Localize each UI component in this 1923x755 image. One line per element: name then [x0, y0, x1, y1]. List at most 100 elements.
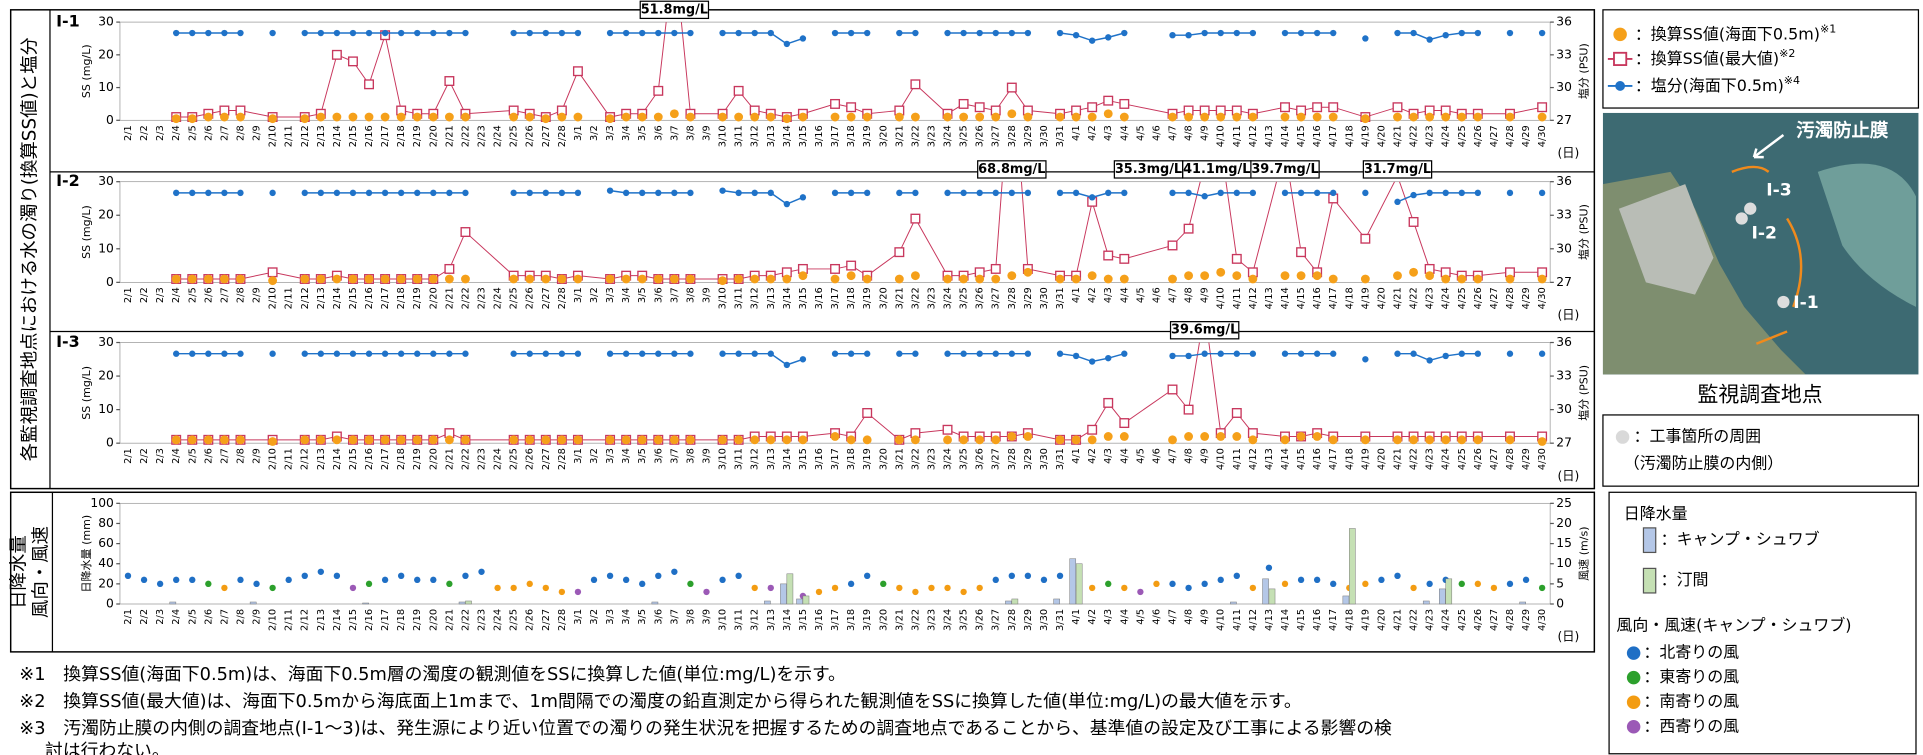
x-tick-label: 4/30 — [1537, 287, 1548, 309]
salinity-point — [333, 29, 341, 37]
footnote: ※3 汚濁防止膜の内側の調査地点(Ⅰ-1～3)は、発生源により近い位置での濁りの… — [19, 718, 1392, 739]
main-y-title: 各監視調査地点における水の濁り(換算SS値)と塩分 — [19, 37, 40, 461]
x-tick-label: 4/6 — [1151, 125, 1162, 141]
x-tick-label: 4/29 — [1521, 287, 1532, 309]
ss-point — [219, 435, 229, 445]
salinity-point — [381, 189, 389, 197]
wind-point — [510, 584, 517, 592]
salinity-point — [1088, 194, 1096, 201]
x-tick-label: 4/5 — [1135, 287, 1146, 303]
salinity-point — [751, 350, 758, 357]
ss-point — [718, 435, 727, 445]
wind-point — [1410, 584, 1417, 592]
salinity-point — [1072, 189, 1080, 197]
salinity-point — [912, 189, 919, 197]
ss-max-marker — [1087, 424, 1098, 435]
x-tick-label: 4/29 — [1521, 448, 1532, 470]
ss-point — [348, 435, 358, 445]
salinity-point — [864, 350, 871, 357]
x-tick-label: 2/24 — [493, 609, 504, 631]
x-tick-label: 2/25 — [509, 448, 520, 470]
x-tick-label: 3/8 — [685, 287, 696, 303]
salinity-point — [831, 189, 839, 197]
x-tick-label: 3/20 — [878, 448, 889, 470]
ss-point — [1200, 432, 1210, 441]
rain-bar — [249, 601, 257, 605]
ss-point — [1457, 274, 1467, 284]
ss-max-marker — [331, 49, 342, 60]
ss-point — [541, 435, 551, 445]
ss-max-marker — [910, 213, 921, 224]
plot-frame — [119, 342, 1551, 444]
x-tick-label: 2/15 — [348, 448, 359, 470]
ss-point — [1457, 112, 1467, 122]
salinity-point — [719, 187, 726, 194]
ss-max-marker — [1360, 233, 1371, 244]
wind-point — [574, 588, 582, 596]
x-tick-label: 2/2 — [139, 287, 150, 303]
y2-axis-title: 塩分 (PSU) — [1577, 43, 1591, 99]
x-tick-label: 3/29 — [1023, 609, 1034, 631]
x-tick-label: 4/25 — [1457, 287, 1468, 309]
ss-point — [1103, 109, 1113, 119]
ss-point — [637, 274, 647, 284]
wind-point — [1458, 580, 1465, 588]
salinity-point — [333, 350, 341, 357]
ss-point — [1312, 432, 1322, 441]
salinity-point — [639, 189, 646, 197]
x-tick-label: 3/3 — [605, 125, 616, 141]
salinity-point — [574, 350, 582, 357]
salinity-point — [1088, 37, 1096, 44]
y-tick-label: 30 — [98, 15, 114, 29]
salinity-point — [1249, 29, 1257, 37]
x-tick-label: 2/10 — [268, 609, 279, 631]
salinity-point — [1362, 356, 1369, 363]
y-tick-label: 40 — [98, 556, 114, 570]
salinity-point — [317, 350, 325, 357]
x-tick-label: 3/15 — [798, 287, 809, 309]
x-tick-label: 2/22 — [460, 448, 471, 470]
salinity-point — [671, 29, 678, 37]
x-tick-label: 3/25 — [959, 448, 970, 470]
salinity-point — [1506, 350, 1514, 357]
x-tick-label: 3/18 — [846, 125, 857, 147]
x-tick-label: 3/9 — [701, 287, 712, 303]
plot-area — [171, 342, 1548, 446]
ss-point — [428, 435, 438, 445]
salinity-line — [722, 189, 804, 205]
wind-point — [1024, 572, 1032, 580]
ss-point — [461, 112, 470, 122]
ss-point — [557, 112, 567, 122]
salinity-point — [221, 29, 228, 37]
ss-point — [1007, 271, 1017, 281]
x-tick-label: 4/8 — [1184, 609, 1195, 625]
x-tick-label: 3/8 — [685, 125, 696, 141]
y-tick-label: 20 — [98, 369, 114, 383]
ss-point — [1425, 435, 1435, 445]
ss-point — [300, 274, 310, 284]
ss-point — [1360, 435, 1370, 445]
x-tick-label: 3/20 — [878, 287, 889, 309]
x-tick-label: 2/7 — [219, 287, 230, 303]
ss-max-marker — [1119, 418, 1130, 429]
x-tick-label: 3/22 — [910, 287, 921, 309]
ss-point — [219, 112, 229, 122]
salinity-point — [735, 189, 742, 197]
map-reef — [1817, 163, 1916, 307]
salinity-point — [799, 194, 807, 201]
x-tick-label: 3/14 — [782, 287, 793, 309]
salinity-point — [558, 29, 566, 37]
salinity-point — [269, 29, 276, 37]
key-box — [1602, 414, 1920, 487]
key-text: ：工事箇所の周囲 — [1634, 427, 1762, 446]
x-tick-label: 2/23 — [477, 287, 488, 309]
salinity-point — [751, 29, 758, 37]
salinity-point — [622, 29, 630, 37]
salinity-point — [1410, 191, 1417, 199]
wind-point — [189, 576, 196, 584]
panel-label: Ⅰ-1 — [56, 12, 80, 31]
salinity-point — [237, 189, 244, 197]
ss-point — [894, 274, 904, 284]
x-tick-label: 2/8 — [235, 609, 246, 625]
salinity-point — [381, 350, 389, 357]
